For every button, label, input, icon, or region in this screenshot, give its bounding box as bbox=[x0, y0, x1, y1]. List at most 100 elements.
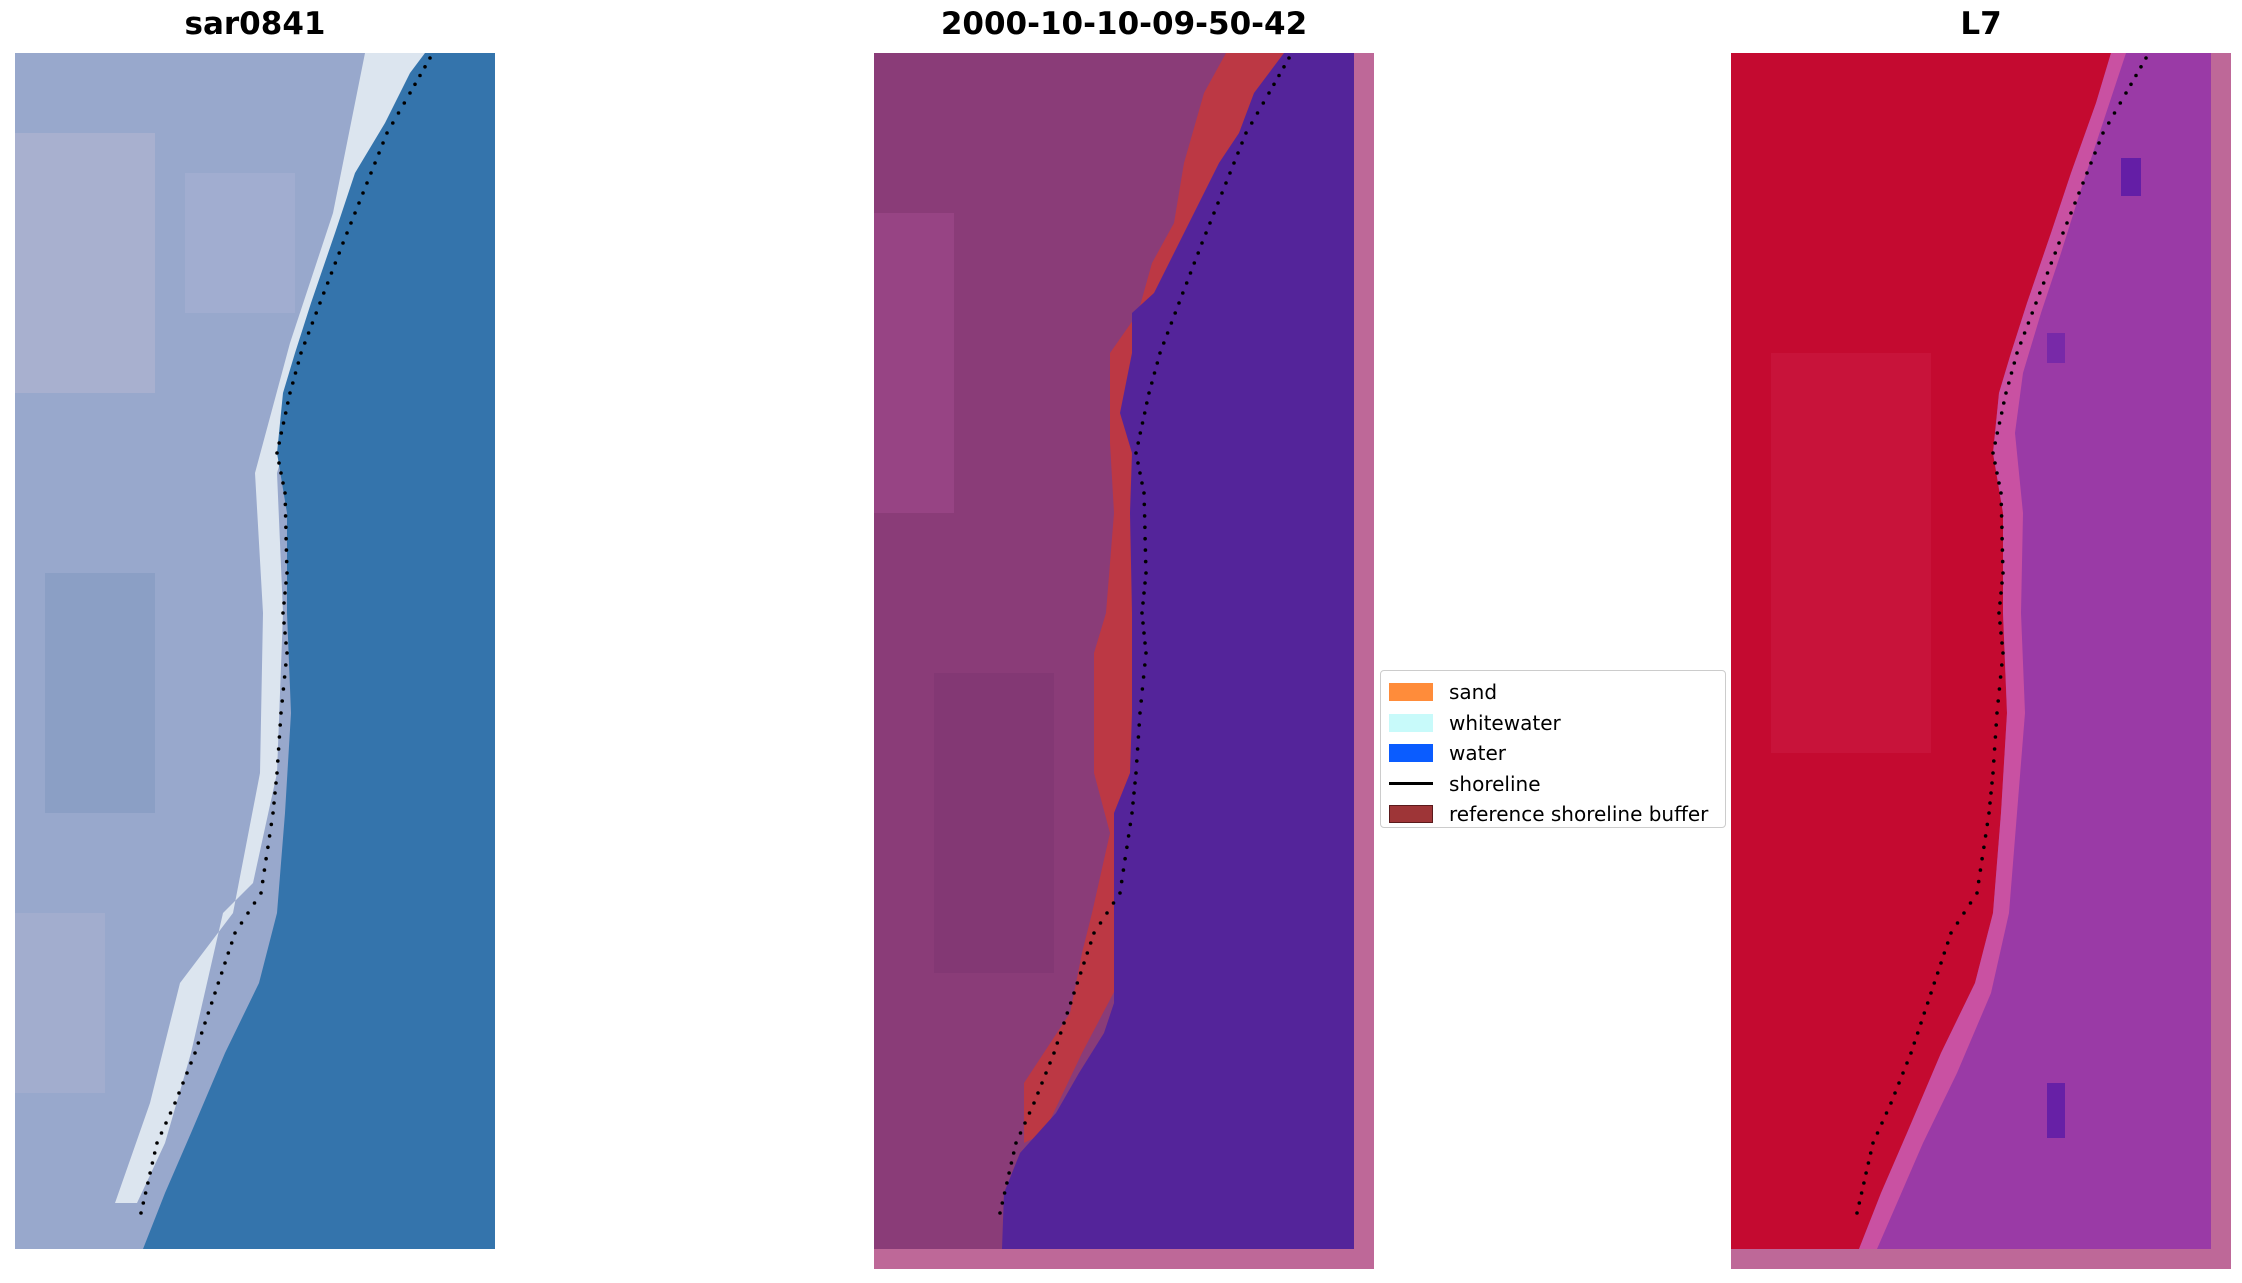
classified-image-panel bbox=[874, 53, 1374, 1269]
shoreline-dot bbox=[1993, 461, 1997, 465]
classified-land-patch bbox=[934, 673, 1054, 973]
shoreline-dot bbox=[1990, 781, 1994, 785]
shoreline-dot bbox=[1138, 711, 1142, 715]
shoreline-dot bbox=[1068, 1001, 1073, 1005]
legend-item-shoreline: shoreline bbox=[1389, 769, 1717, 800]
sand-swatch bbox=[1389, 683, 1433, 702]
shoreline-dot bbox=[341, 241, 345, 245]
shoreline-dot bbox=[1105, 911, 1109, 915]
shoreline-dot bbox=[2129, 82, 2133, 87]
shoreline-dot bbox=[1992, 747, 1997, 751]
shoreline-dot bbox=[1880, 1121, 1884, 1125]
shoreline-dot bbox=[1282, 65, 1286, 69]
shoreline-dot bbox=[1143, 641, 1147, 645]
shoreline-dot bbox=[1048, 1061, 1052, 1065]
shoreline-dot bbox=[1988, 801, 1992, 805]
shoreline-dot bbox=[1125, 845, 1129, 850]
shoreline-dot bbox=[286, 401, 290, 405]
shoreline-dot bbox=[1155, 361, 1160, 365]
shoreline-dot bbox=[353, 211, 357, 215]
shoreline-dot bbox=[269, 822, 274, 827]
shoreline-dot bbox=[2069, 211, 2073, 215]
shoreline-dot bbox=[1126, 834, 1131, 838]
shoreline-dot bbox=[2015, 351, 2019, 355]
shoreline-dot bbox=[1023, 1121, 1027, 1125]
shoreline-dot bbox=[2097, 141, 2101, 145]
shoreline-dot bbox=[1999, 631, 2003, 635]
shoreline-dot bbox=[428, 56, 432, 60]
shoreline-dot bbox=[1130, 811, 1134, 815]
shoreline-dot bbox=[1147, 391, 1151, 395]
shoreline-dot bbox=[1005, 1181, 1009, 1185]
shoreline-dot bbox=[1250, 121, 1254, 125]
shoreline-dot bbox=[2073, 201, 2077, 205]
shoreline-dot bbox=[385, 131, 389, 135]
shoreline-dot bbox=[1983, 834, 1988, 838]
shoreline-dot bbox=[1169, 321, 1174, 325]
shoreline-dot bbox=[402, 101, 407, 105]
shoreline-dot bbox=[168, 1111, 173, 1115]
shoreline-dot bbox=[1997, 611, 2001, 615]
whitewater-swatch bbox=[1389, 713, 1433, 732]
shoreline-dot bbox=[1135, 759, 1139, 763]
shoreline-dot bbox=[281, 421, 286, 425]
shoreline-dot bbox=[1192, 261, 1197, 265]
legend-item-water: water bbox=[1389, 738, 1717, 769]
shoreline-dot bbox=[2007, 381, 2011, 385]
shoreline-dot bbox=[282, 621, 286, 625]
shoreline-dot bbox=[2045, 271, 2050, 275]
shoreline-dot bbox=[267, 834, 272, 838]
shoreline-dot bbox=[1857, 1201, 1862, 1205]
index-dark-patch bbox=[2047, 333, 2065, 363]
shoreline-dot bbox=[1140, 421, 1145, 425]
shoreline-dot bbox=[284, 641, 288, 645]
shoreline-dot bbox=[1000, 1201, 1005, 1205]
shoreline-dot bbox=[1085, 951, 1090, 955]
shoreline-dot bbox=[1118, 891, 1122, 895]
shoreline-dot bbox=[282, 675, 287, 679]
shoreline-dot bbox=[333, 261, 338, 265]
shoreline-dot bbox=[2002, 401, 2006, 405]
shoreline-dot bbox=[1142, 491, 1146, 495]
shoreline-dot bbox=[418, 73, 422, 78]
shoreline-dot bbox=[365, 181, 369, 185]
shoreline-dot bbox=[1141, 621, 1145, 625]
shoreline-dot bbox=[1139, 699, 1143, 703]
legend-item-whitewater: whitewater bbox=[1389, 708, 1717, 739]
shoreline-dot bbox=[1128, 822, 1133, 827]
shoreline-dot bbox=[1142, 591, 1146, 595]
shoreline-dot bbox=[284, 581, 288, 585]
shoreline-dot bbox=[1978, 868, 1983, 872]
shoreline-dot bbox=[1997, 481, 2001, 485]
shoreline-dot bbox=[1212, 211, 1216, 215]
shoreline-dot bbox=[1062, 1021, 1066, 1025]
shoreline-dot bbox=[1152, 371, 1157, 375]
shoreline-dot bbox=[1027, 1111, 1032, 1115]
shoreline-dot bbox=[1143, 663, 1147, 667]
shoreline-dot bbox=[2019, 341, 2023, 345]
shoreline-dot bbox=[1134, 771, 1138, 775]
shoreline-dot bbox=[1111, 901, 1116, 905]
shoreline-dot bbox=[2000, 641, 2004, 645]
shoreline-dot bbox=[1123, 856, 1127, 861]
rgb-land-patch bbox=[15, 913, 105, 1093]
panel-title-rgb: sar0841 bbox=[184, 6, 326, 42]
shoreline-dot bbox=[1244, 131, 1248, 135]
shoreline-dot bbox=[1196, 251, 1200, 255]
shoreline-dot bbox=[1150, 381, 1154, 385]
shoreline-dot bbox=[408, 91, 412, 95]
shoreline-dot bbox=[2022, 331, 2027, 335]
shoreline-line-swatch bbox=[1389, 782, 1433, 786]
shoreline-dot bbox=[199, 1031, 204, 1035]
shoreline-dot bbox=[276, 747, 281, 751]
shoreline-dot bbox=[1868, 1151, 1873, 1155]
shoreline-dot bbox=[1942, 951, 1947, 955]
shoreline-dot bbox=[306, 331, 311, 335]
shoreline-dot bbox=[1092, 931, 1096, 935]
shoreline-dot bbox=[278, 723, 283, 727]
shoreline-dot bbox=[1040, 1081, 1044, 1085]
shoreline-dot bbox=[239, 921, 244, 925]
shoreline-dot bbox=[1065, 1011, 1070, 1015]
shoreline-dot bbox=[285, 651, 289, 655]
shoreline-dot bbox=[1158, 351, 1162, 355]
